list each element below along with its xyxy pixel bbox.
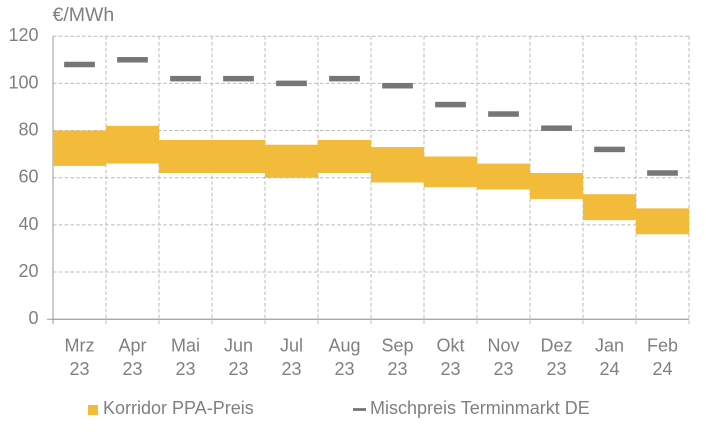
svg-text:23: 23 bbox=[69, 359, 89, 379]
svg-text:23: 23 bbox=[546, 359, 566, 379]
svg-text:Jan: Jan bbox=[595, 336, 624, 356]
svg-text:Jul: Jul bbox=[280, 336, 303, 356]
svg-text:Feb: Feb bbox=[647, 336, 678, 356]
svg-text:40: 40 bbox=[18, 214, 38, 234]
svg-text:Okt: Okt bbox=[436, 336, 464, 356]
svg-text:20: 20 bbox=[18, 261, 38, 281]
svg-text:Dez: Dez bbox=[540, 336, 572, 356]
svg-text:Mai: Mai bbox=[171, 336, 200, 356]
svg-text:60: 60 bbox=[18, 167, 38, 187]
svg-text:Aug: Aug bbox=[328, 336, 360, 356]
svg-text:23: 23 bbox=[387, 359, 407, 379]
svg-text:Korridor PPA-Preis: Korridor PPA-Preis bbox=[103, 398, 254, 418]
svg-text:Sep: Sep bbox=[381, 336, 413, 356]
svg-text:23: 23 bbox=[334, 359, 354, 379]
svg-text:24: 24 bbox=[652, 359, 672, 379]
svg-text:80: 80 bbox=[18, 120, 38, 140]
svg-text:23: 23 bbox=[440, 359, 460, 379]
svg-text:23: 23 bbox=[281, 359, 301, 379]
svg-text:23: 23 bbox=[122, 359, 142, 379]
svg-text:Nov: Nov bbox=[487, 336, 519, 356]
svg-text:23: 23 bbox=[228, 359, 248, 379]
svg-text:23: 23 bbox=[175, 359, 195, 379]
svg-text:Apr: Apr bbox=[118, 336, 146, 356]
svg-text:€/MWh: €/MWh bbox=[53, 4, 115, 26]
svg-text:120: 120 bbox=[8, 25, 38, 45]
svg-text:100: 100 bbox=[8, 72, 38, 92]
svg-text:Jun: Jun bbox=[224, 336, 253, 356]
svg-text:Mischpreis Terminmarkt DE: Mischpreis Terminmarkt DE bbox=[370, 398, 590, 418]
svg-text:Mrz: Mrz bbox=[65, 336, 95, 356]
svg-text:0: 0 bbox=[28, 308, 38, 328]
svg-text:24: 24 bbox=[599, 359, 619, 379]
svg-text:23: 23 bbox=[493, 359, 513, 379]
